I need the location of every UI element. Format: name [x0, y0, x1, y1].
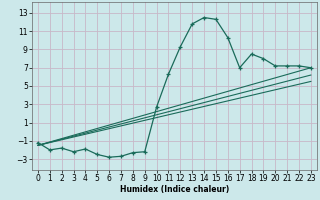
- X-axis label: Humidex (Indice chaleur): Humidex (Indice chaleur): [120, 185, 229, 194]
